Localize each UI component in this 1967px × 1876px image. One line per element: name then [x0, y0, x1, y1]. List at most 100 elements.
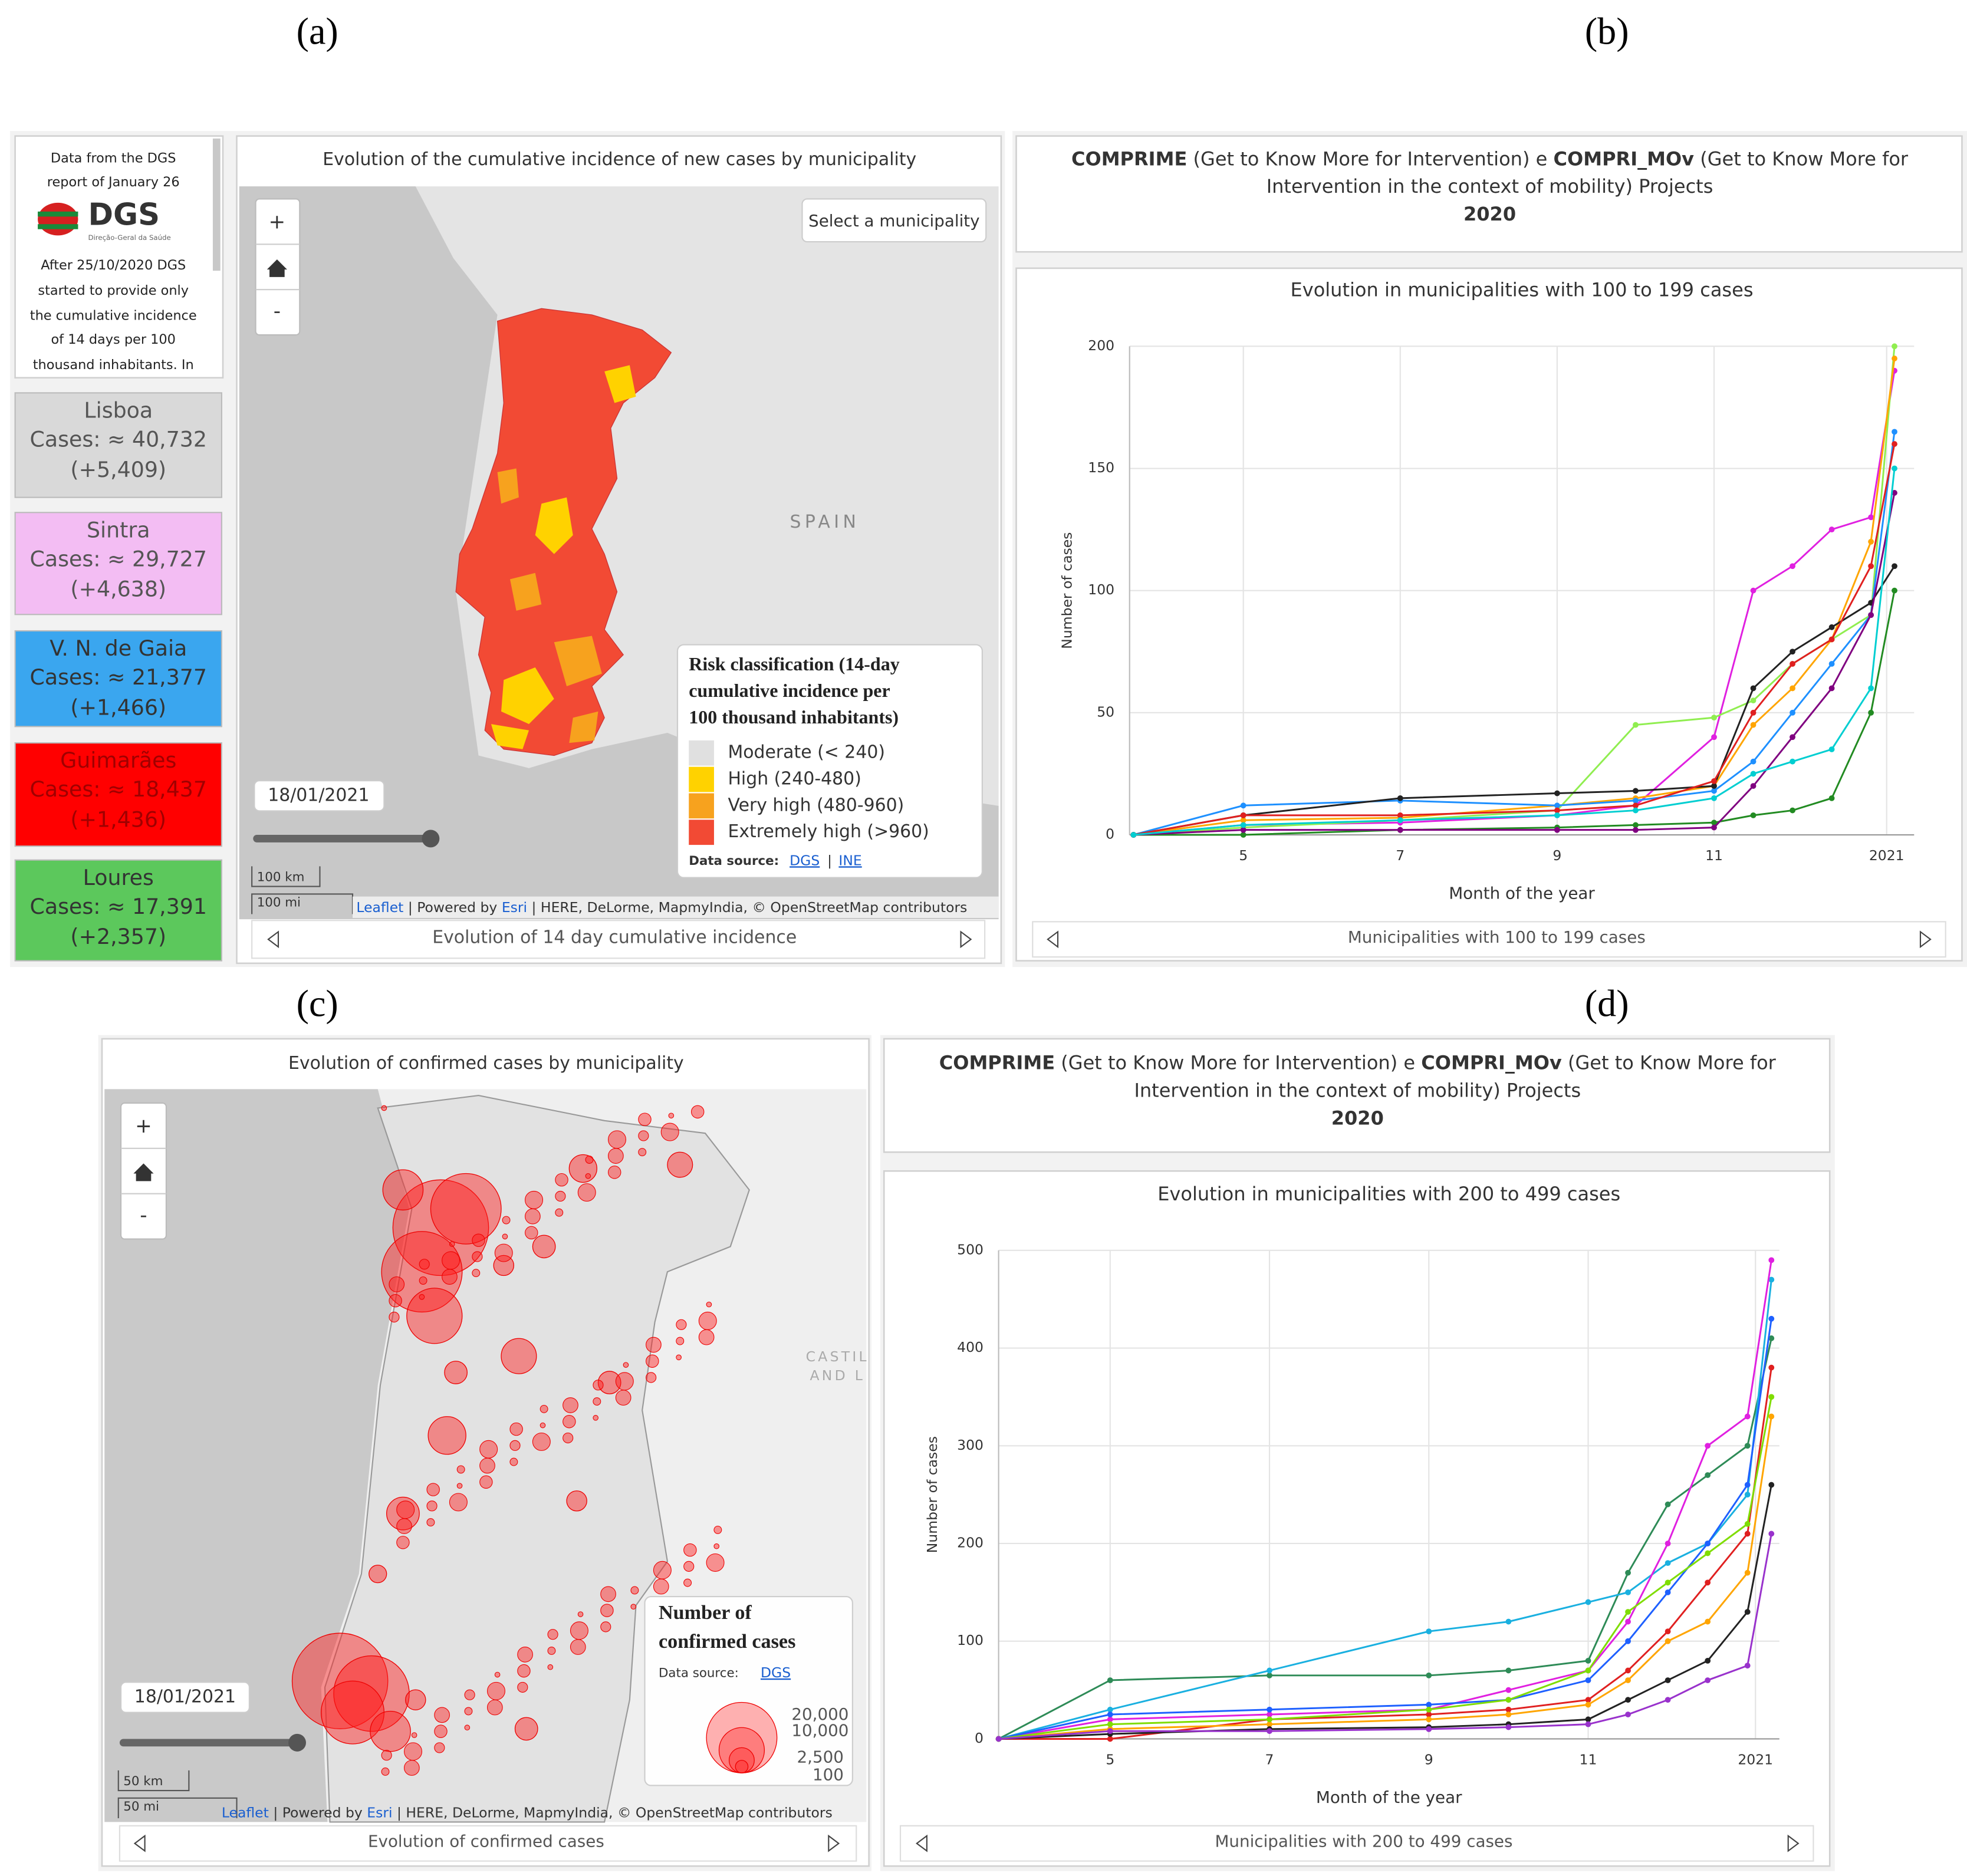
header-text: (Get to Know More for	[1700, 147, 1909, 170]
data-point	[1828, 661, 1835, 667]
legend-label: Extremely high (>960)	[728, 821, 929, 842]
data-point	[1426, 1672, 1432, 1678]
next-arrow[interactable]	[828, 1834, 840, 1852]
bubble	[411, 1732, 417, 1738]
prev-arrow[interactable]	[1047, 930, 1059, 949]
home-icon[interactable]	[133, 1163, 154, 1181]
prev-arrow[interactable]	[133, 1834, 146, 1852]
data-point	[1625, 1697, 1631, 1703]
legend-title: confirmed cases	[659, 1631, 795, 1653]
data-point	[1554, 807, 1560, 814]
select-label[interactable]: Select a municipality	[808, 211, 979, 231]
zoom-out[interactable]: -	[140, 1204, 147, 1227]
footer-label: Evolution of confirmed cases	[368, 1832, 604, 1851]
zoom-in[interactable]: +	[135, 1114, 152, 1138]
attribution-link[interactable]: Leaflet	[222, 1804, 269, 1821]
bubble	[494, 1671, 501, 1678]
data-point	[1744, 1531, 1751, 1537]
bubble	[532, 1432, 551, 1451]
data-point	[1397, 795, 1403, 801]
source-link[interactable]: INE	[838, 852, 861, 868]
data-point	[1705, 1677, 1711, 1683]
header-line: Intervention in the context of mobility)…	[1134, 1079, 1581, 1102]
bubble	[638, 1130, 649, 1141]
case-bubbles	[291, 1105, 725, 1776]
y-axis-label: Number of cases	[1059, 532, 1075, 649]
data-point	[1768, 1413, 1775, 1420]
data-point	[1426, 1716, 1432, 1723]
attribution-link[interactable]: Esri	[367, 1804, 392, 1821]
bubble	[525, 1226, 538, 1240]
data-point	[1790, 807, 1795, 814]
info-text: report of January 26	[47, 175, 180, 190]
header-text: (Get to Know More for Intervention) e	[1061, 1052, 1415, 1074]
bubble	[472, 1233, 485, 1247]
data-point	[1665, 1579, 1671, 1586]
data-point	[1711, 783, 1717, 789]
bubble	[563, 1432, 574, 1444]
data-point	[1633, 802, 1639, 809]
footer-bar	[119, 1825, 857, 1862]
bubble	[646, 1337, 662, 1353]
bubble	[600, 1604, 614, 1617]
bubble	[494, 1243, 513, 1262]
data-point	[1585, 1697, 1591, 1703]
bubble	[713, 1543, 720, 1549]
bubble	[547, 1664, 554, 1670]
data-point	[1828, 746, 1835, 752]
data-point	[1750, 812, 1757, 818]
data-point	[1505, 1697, 1512, 1703]
data-point	[1868, 709, 1874, 716]
bubble	[442, 1251, 460, 1270]
data-point	[1625, 1569, 1631, 1576]
bubble	[427, 1416, 466, 1455]
data-point	[1554, 802, 1560, 809]
data-point	[1711, 819, 1717, 826]
data-point	[1505, 1618, 1512, 1625]
x-tick-label: 7	[1396, 847, 1404, 864]
attribution-link[interactable]: Esri	[502, 898, 527, 915]
bubble	[514, 1717, 538, 1741]
select-button[interactable]	[801, 198, 987, 243]
next-arrow[interactable]	[1919, 930, 1932, 949]
slider-handle[interactable]	[288, 1733, 306, 1752]
chart-title: Evolution in municipalities with 200 to …	[1157, 1183, 1620, 1205]
footer-bar	[251, 920, 986, 959]
bubble	[668, 1113, 675, 1119]
city-change: (+2,357)	[70, 924, 166, 949]
source-link[interactable]: DGS	[761, 1664, 791, 1681]
bubble	[389, 1294, 402, 1308]
zoom-in[interactable]: +	[269, 210, 286, 234]
bubble	[382, 1169, 424, 1211]
data-point	[1768, 1315, 1775, 1322]
data-point	[1892, 429, 1897, 435]
bubble	[630, 1604, 637, 1610]
slider-handle[interactable]	[422, 830, 440, 848]
next-arrow[interactable]	[1787, 1834, 1800, 1852]
home-icon[interactable]	[267, 259, 287, 277]
y-tick-label: 500	[957, 1241, 984, 1258]
bubble	[434, 1742, 445, 1753]
zoom-control[interactable]: + -	[255, 198, 301, 336]
y-tick-label: 200	[957, 1534, 984, 1551]
x-tick-label: 2021	[1738, 1751, 1773, 1768]
bubble	[389, 1311, 400, 1323]
bubble	[525, 1208, 541, 1225]
data-point	[1744, 1520, 1751, 1527]
header-year: 2020	[1463, 203, 1516, 225]
data-point	[1750, 697, 1757, 704]
data-point	[1554, 790, 1560, 797]
prev-arrow[interactable]	[267, 930, 279, 949]
next-arrow[interactable]	[960, 930, 972, 949]
scale-bar	[117, 1770, 238, 1819]
zoom-control[interactable]: + -	[120, 1102, 167, 1240]
legend-title: Number of	[659, 1602, 752, 1624]
attribution-link[interactable]: Leaflet	[356, 898, 403, 915]
data-point	[1711, 734, 1717, 740]
data-point	[1665, 1697, 1671, 1703]
data-point	[1768, 1257, 1775, 1263]
zoom-out[interactable]: -	[274, 299, 281, 323]
source-link[interactable]: DGS	[790, 852, 820, 868]
prev-arrow[interactable]	[916, 1834, 927, 1852]
x-tick-label: 7	[1265, 1751, 1274, 1768]
